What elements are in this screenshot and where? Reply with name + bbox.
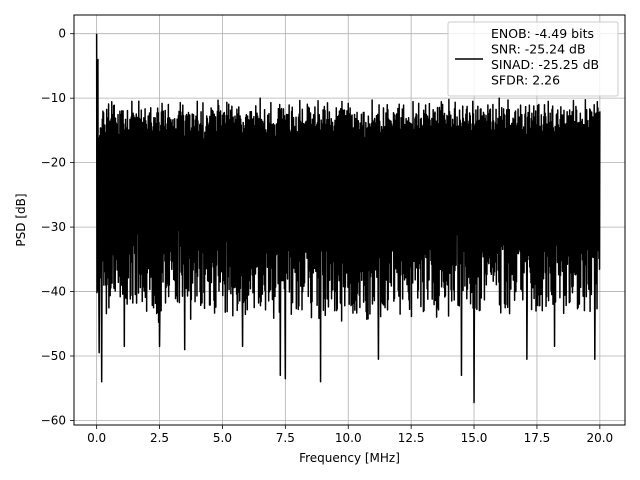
- y-tick-label: −60: [41, 413, 66, 427]
- x-axis-ticks: 0.0 2.5 5.0 7.5 10.0 12.5 15.0 17.5 20.0: [87, 425, 613, 445]
- legend-box: [447, 21, 619, 97]
- legend-line: SFDR: 2.26: [491, 73, 560, 88]
- y-tick-label: −40: [41, 285, 66, 299]
- x-tick-label: 10.0: [335, 431, 362, 445]
- y-axis-ticks: 0 −10 −20 −30 −40 −50 −60: [41, 27, 74, 427]
- x-tick-label: 5.0: [213, 431, 232, 445]
- y-axis-label: PSD [dB]: [14, 193, 28, 246]
- legend-line: ENOB: -4.49 bits: [491, 26, 594, 41]
- legend-label: ENOB: -4.49 bits SNR: -25.24 dB SINAD: -25…: [491, 26, 599, 88]
- plot-frame: [73, 14, 626, 426]
- y-tick-label: 0: [58, 27, 66, 41]
- series-layer: [95, 33, 601, 404]
- y-tick-label: −10: [41, 91, 66, 105]
- x-tick-label: 2.5: [150, 431, 169, 445]
- x-tick-label: 12.5: [398, 431, 425, 445]
- y-tick-label: −50: [41, 349, 66, 363]
- x-tick-label: 17.5: [524, 431, 551, 445]
- y-tick-label: −30: [41, 220, 66, 234]
- x-tick-label: 0.0: [87, 431, 106, 445]
- legend-line: SINAD: -25.25 dB: [491, 57, 599, 72]
- x-tick-label: 20.0: [586, 431, 613, 445]
- x-tick-label: 15.0: [461, 431, 488, 445]
- y-tick-label: −20: [41, 156, 66, 170]
- psd-series-line: [95, 33, 601, 404]
- x-axis-label: Frequency [MHz]: [299, 451, 400, 465]
- x-tick-label: 7.5: [276, 431, 295, 445]
- legend: ENOB: -4.49 bits SNR: -25.24 dB SINAD: -25…: [447, 21, 619, 97]
- legend-line: SNR: -25.24 dB: [491, 42, 586, 57]
